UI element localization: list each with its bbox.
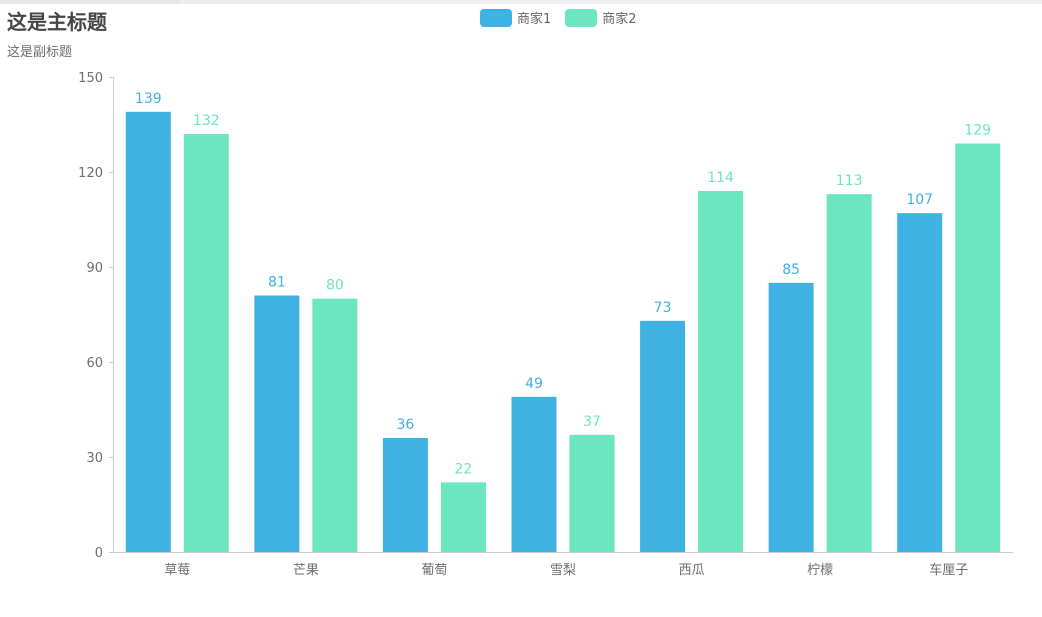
x-tick-label: 芒果 (293, 562, 319, 578)
y-tick-label: 150 (78, 71, 103, 86)
y-tick-label: 0 (95, 546, 103, 561)
data-label-series-2: 132 (193, 113, 220, 129)
data-label-series-2: 80 (326, 278, 344, 294)
y-tick-label: 60 (86, 356, 103, 371)
bar-series-2 (569, 434, 615, 552)
legend-label-series-2: 商家2 (602, 12, 637, 27)
bar-series-2 (440, 482, 486, 552)
bar-series-2 (955, 143, 1001, 552)
data-label-series-2: 22 (455, 461, 473, 477)
bar-series-2 (826, 194, 872, 552)
legend-item-series-1[interactable]: 商家1 (480, 8, 551, 27)
x-tick-label: 西瓜 (679, 563, 705, 578)
data-label-series-1: 73 (654, 300, 672, 316)
bar-series-1 (125, 111, 171, 552)
bar-series-2 (183, 134, 229, 552)
chart-subtitle: 这是副标题 (7, 45, 73, 60)
x-tick-label: 雪梨 (550, 563, 576, 578)
legend-swatch-series-1 (480, 8, 512, 27)
y-tick-label: 120 (78, 166, 103, 181)
data-label-series-1: 107 (906, 192, 933, 208)
bar-series-2 (698, 191, 744, 552)
bar-series-2 (312, 298, 358, 552)
legend-swatch-series-2 (565, 8, 598, 27)
bar-series-1 (254, 295, 300, 552)
top-scroll-strip (0, 0, 1042, 4)
y-tick-label: 90 (86, 261, 103, 276)
x-tick-label: 柠檬 (807, 563, 833, 578)
data-label-series-2: 129 (964, 123, 991, 139)
bar-series-1 (640, 320, 686, 552)
data-label-series-1: 85 (782, 262, 800, 278)
chart-title: 这是主标题 (7, 10, 107, 34)
legend-label-series-1: 商家1 (517, 12, 552, 27)
data-label-series-1: 139 (135, 91, 162, 107)
data-label-series-2: 37 (583, 414, 601, 430)
data-label-series-2: 113 (836, 173, 863, 189)
bar-series-1 (897, 213, 943, 552)
bar-series-1 (768, 282, 814, 552)
x-tick-label: 葡萄 (421, 563, 447, 578)
x-tick-label: 草莓 (164, 563, 190, 578)
data-label-series-2: 114 (707, 170, 734, 186)
legend-item-series-2[interactable]: 商家2 (565, 8, 637, 27)
data-label-series-1: 49 (525, 376, 543, 392)
data-label-series-1: 81 (268, 275, 286, 291)
data-label-series-1: 36 (397, 417, 415, 433)
chart-legend: 商家1 商家2 (480, 8, 637, 27)
y-tick-label: 30 (86, 451, 103, 466)
bar-series-1 (511, 396, 557, 552)
bar-series-1 (382, 438, 428, 552)
x-tick-label: 车厘子 (929, 562, 968, 578)
